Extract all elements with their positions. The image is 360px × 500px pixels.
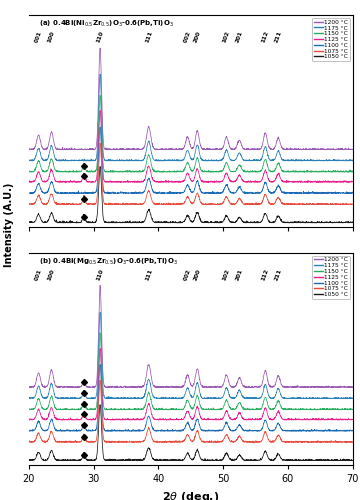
Text: 200: 200 <box>193 268 202 281</box>
Text: Intensity (A.U.): Intensity (A.U.) <box>4 183 14 267</box>
Text: 102: 102 <box>222 30 231 44</box>
Text: 110: 110 <box>96 30 104 44</box>
Text: 200: 200 <box>193 30 202 44</box>
Text: 111: 111 <box>144 268 153 281</box>
Text: 211: 211 <box>274 30 283 44</box>
Text: (b) 0.4Bi(Mg$_{0.5}$Zr$_{0.5}$)O$_3$-0.6(Pb,Ti)O$_3$: (b) 0.4Bi(Mg$_{0.5}$Zr$_{0.5}$)O$_3$-0.6… <box>39 257 177 267</box>
Legend: 1200 °C, 1175 °C, 1150 °C, 1125 °C, 1100 °C, 1075 °C, 1050 °C: 1200 °C, 1175 °C, 1150 °C, 1125 °C, 1100… <box>312 18 350 61</box>
X-axis label: 2$\theta$ (deg.): 2$\theta$ (deg.) <box>162 490 220 500</box>
Text: 211: 211 <box>274 268 283 281</box>
Legend: 1200 °C, 1175 °C, 1150 °C, 1125 °C, 1100 °C, 1075 °C, 1050 °C: 1200 °C, 1175 °C, 1150 °C, 1125 °C, 1100… <box>312 256 350 299</box>
Text: 102: 102 <box>222 268 231 281</box>
Text: 002: 002 <box>183 30 192 44</box>
Text: 112: 112 <box>261 268 270 281</box>
Text: 100: 100 <box>47 268 56 281</box>
Text: 100: 100 <box>47 30 56 44</box>
Text: 112: 112 <box>261 30 270 44</box>
Text: 001: 001 <box>34 268 43 281</box>
Text: 201: 201 <box>235 268 244 281</box>
Text: 111: 111 <box>144 30 153 44</box>
Text: (a) 0.4Bi(Ni$_{0.5}$Zr$_{0.5}$)O$_3$-0.6(Pb,Ti)O$_3$: (a) 0.4Bi(Ni$_{0.5}$Zr$_{0.5}$)O$_3$-0.6… <box>39 19 173 30</box>
Text: 002: 002 <box>183 268 192 281</box>
Text: 110: 110 <box>96 268 104 281</box>
Text: 201: 201 <box>235 30 244 44</box>
Text: 001: 001 <box>34 30 43 44</box>
